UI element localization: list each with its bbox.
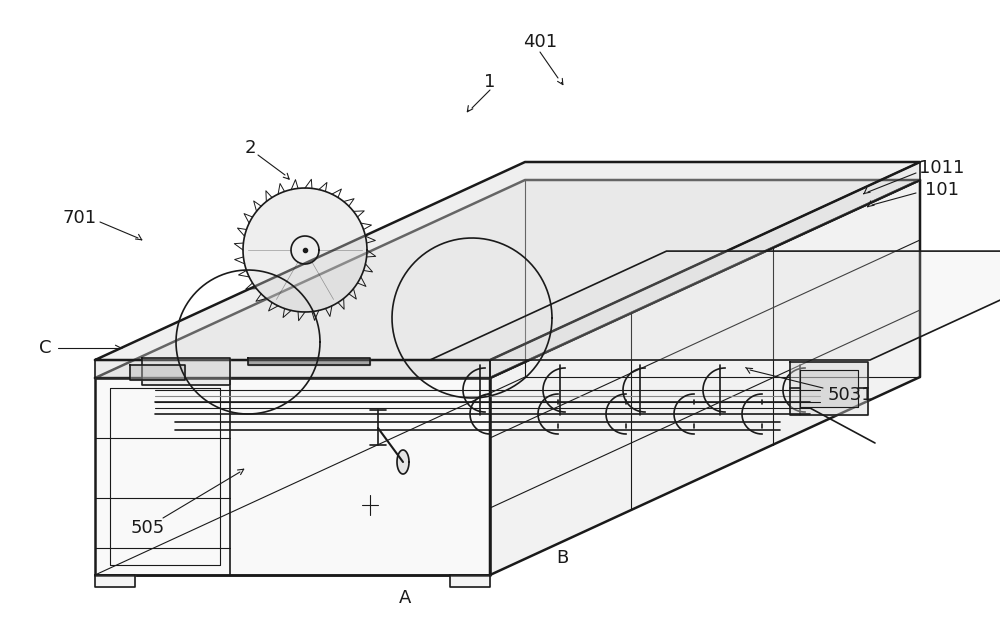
Polygon shape [490, 162, 920, 378]
Text: B: B [556, 549, 568, 567]
Polygon shape [397, 450, 409, 474]
Text: A: A [399, 589, 411, 607]
Text: 101: 101 [925, 181, 959, 199]
Text: 401: 401 [523, 33, 557, 51]
Polygon shape [490, 180, 920, 575]
Text: C: C [39, 339, 51, 357]
Polygon shape [430, 251, 1000, 360]
Polygon shape [243, 188, 367, 312]
Polygon shape [95, 180, 920, 378]
Polygon shape [95, 378, 490, 575]
Polygon shape [142, 358, 230, 385]
Polygon shape [95, 575, 135, 587]
Polygon shape [450, 575, 490, 587]
Text: 505: 505 [131, 519, 165, 537]
Text: 1011: 1011 [919, 159, 965, 177]
Polygon shape [790, 362, 868, 415]
Polygon shape [248, 358, 370, 365]
Polygon shape [130, 365, 185, 380]
Text: 5031: 5031 [827, 386, 873, 404]
Polygon shape [95, 162, 920, 360]
Text: 2: 2 [244, 139, 256, 157]
Polygon shape [800, 370, 858, 407]
Polygon shape [95, 360, 490, 378]
Text: 1: 1 [484, 73, 496, 91]
Text: 701: 701 [63, 209, 97, 227]
